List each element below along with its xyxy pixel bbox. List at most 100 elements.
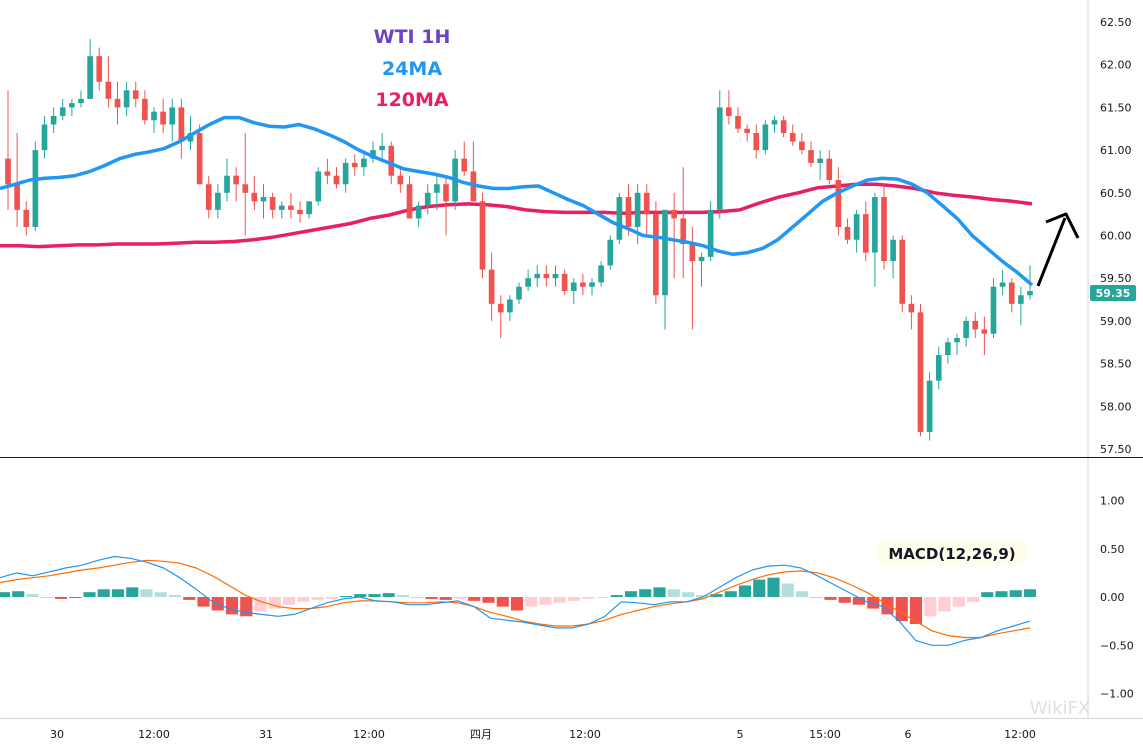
candle-body (333, 175, 340, 185)
watermark: WikiFX (1030, 698, 1091, 719)
candle-body (41, 124, 48, 151)
macd-tick-label: −1.00 (1100, 688, 1134, 701)
candle-body (881, 197, 887, 262)
time-tick-label: 5 (737, 728, 744, 741)
candle-body (543, 273, 550, 279)
macd-histogram-bar (724, 591, 737, 597)
macd-histogram-bar (852, 597, 866, 605)
macd-line (0, 555, 1031, 646)
macd-histogram-bar (909, 597, 923, 625)
candle-body (771, 120, 778, 125)
candle-body (160, 111, 166, 125)
price-tick-label: 62.50 (1100, 16, 1132, 29)
candle-body (297, 209, 303, 215)
candle-body (826, 158, 833, 180)
macd-histogram-bar (696, 595, 709, 597)
candle-body (370, 150, 376, 159)
candle-body (662, 209, 668, 296)
candle-body (762, 124, 769, 151)
candle-body (215, 192, 221, 210)
candle-body (598, 265, 604, 283)
candle-body (999, 282, 1006, 287)
candle-body (196, 133, 203, 185)
macd-histogram-bar (1009, 590, 1022, 597)
macd-histogram-bar (54, 597, 68, 599)
macd-histogram-bar (396, 595, 410, 597)
candle-body (406, 184, 413, 219)
macd-histogram-bar (881, 597, 894, 615)
candle-body (507, 299, 513, 313)
candle-body (1008, 282, 1015, 304)
macd-signal-line (0, 559, 1031, 639)
macd-histogram-bar (966, 597, 980, 602)
macd-histogram-bar (382, 593, 395, 597)
macd-label: MACD(12,26,9) (888, 545, 1015, 563)
time-tick-label: 四月 (470, 728, 492, 741)
candle-body (178, 107, 185, 142)
candles-layer (5, 39, 1033, 441)
time-tick-label: 12:00 (569, 728, 601, 741)
candle-body (689, 244, 696, 262)
macd-histogram-bar (610, 595, 623, 597)
candle-body (5, 158, 11, 185)
candle-body (808, 150, 814, 163)
macd-histogram-bar (111, 589, 125, 597)
macd-histogram-bar (482, 597, 495, 603)
current-price-badge (1090, 285, 1136, 301)
candle-body (799, 141, 805, 151)
macd-histogram-bar (753, 579, 766, 597)
macd-histogram-bar (895, 597, 908, 622)
macd-histogram-bar (354, 594, 367, 597)
candle-body (580, 282, 586, 287)
legend-title: WTI 1H (374, 26, 451, 48)
candle-body (981, 329, 988, 334)
macd-histogram-bar (525, 597, 538, 607)
candle-body (78, 98, 84, 104)
macd-histogram-bar (624, 591, 638, 597)
macd-histogram-bar (197, 597, 210, 607)
macd-histogram-bar (140, 589, 153, 597)
macd-histogram-bar (781, 583, 794, 597)
candle-body (589, 282, 595, 287)
macd-histogram-bar (368, 594, 381, 597)
candle-body (87, 56, 93, 99)
candle-body (844, 226, 851, 240)
macd-histogram-bar (12, 591, 25, 597)
candle-body (269, 197, 276, 210)
candle-body (707, 209, 714, 257)
candle-body (990, 286, 997, 334)
macd-histogram-bar (83, 592, 96, 597)
candle-body (479, 201, 486, 270)
macd-histogram-bar (411, 597, 424, 598)
candle-body (14, 184, 20, 210)
macd-histogram-bar (268, 597, 281, 609)
macd-histogram-bar (867, 597, 880, 609)
candle-body (890, 239, 896, 262)
candle-body (698, 256, 705, 262)
candle-body (516, 286, 522, 300)
price-tick-label: 59.00 (1100, 315, 1132, 328)
candle-body (789, 133, 796, 142)
candle-body (552, 273, 559, 279)
candle-body (625, 197, 632, 227)
candle-body (643, 192, 650, 215)
axes-layer: 62.5062.0061.5061.0060.5060.0059.5059.00… (50, 16, 1134, 741)
time-tick-label: 15:00 (809, 728, 841, 741)
candle-body (954, 337, 960, 343)
candle-body (780, 120, 787, 134)
macd-histogram-bar (738, 585, 752, 597)
macd-histogram-bar (924, 597, 937, 617)
candle-body (488, 269, 495, 304)
candle-body (142, 98, 148, 121)
candle-body (434, 184, 440, 193)
candle-body (972, 320, 979, 330)
macd-histogram-bar (938, 597, 951, 612)
macd-histogram-bar (311, 597, 324, 600)
candle-body (607, 239, 614, 266)
candle-body (224, 175, 230, 193)
candle-body (361, 158, 367, 168)
candle-body (817, 158, 823, 163)
macd-histogram-bar (582, 597, 595, 599)
candle-body (105, 81, 112, 99)
candle-body (96, 56, 103, 82)
